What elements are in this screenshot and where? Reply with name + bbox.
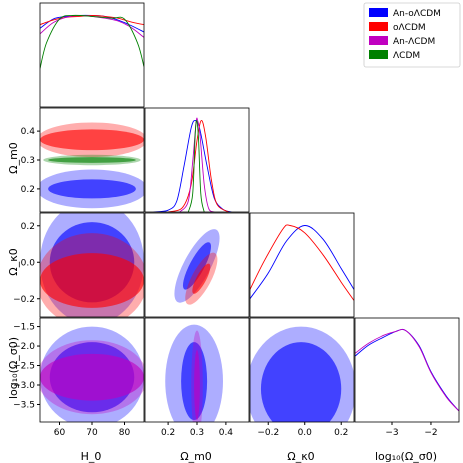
contour-group-An-oΛCDM bbox=[165, 324, 223, 422]
y-tick-label: −2.5 bbox=[13, 362, 35, 372]
xlabel-omega-k0: Ω_κ0 bbox=[287, 450, 314, 463]
marginal-curve-H0 bbox=[40, 15, 144, 38]
legend-swatch-lcdm bbox=[369, 50, 388, 59]
x-tick-label: −2 bbox=[424, 428, 437, 438]
panel-frame bbox=[39, 2, 145, 108]
legend-label-an-olcdm: An-oΛCDM bbox=[393, 9, 441, 19]
y-tick-label: 0.2 bbox=[21, 185, 35, 195]
x-tick-label: −3 bbox=[385, 428, 398, 438]
y-tick-label: 0.3 bbox=[21, 156, 35, 166]
panel-frame bbox=[354, 317, 460, 423]
marginal-curve-Om bbox=[179, 117, 215, 212]
panel-frame bbox=[39, 212, 145, 318]
marginal-group bbox=[250, 224, 354, 301]
x-tick-label: 80 bbox=[119, 428, 131, 438]
marginal-group bbox=[167, 120, 230, 212]
legend-swatch-an-olcdm bbox=[369, 8, 388, 17]
x-tick-label: 70 bbox=[86, 428, 98, 438]
contour-group-An-oΛCDM bbox=[250, 326, 354, 422]
xlabel-omega-m0: Ω_m0 bbox=[180, 450, 212, 463]
tick-marks: 60 70 80 0.2 0.3 0.4 −0.2 0.0 0.2 −3 −2 0.2 0.3 0.4 −0… bbox=[13, 127, 437, 438]
contour-inner-H0-Om bbox=[48, 157, 136, 163]
marginal-curve-Ok bbox=[250, 225, 354, 299]
xlabel-log-omega-sigma0: log₁₀(Ω_σ0) bbox=[375, 450, 437, 463]
marginal-curve-Om bbox=[187, 120, 205, 212]
contour-inner-H0-Om bbox=[40, 129, 144, 151]
y-tick-label: −3.5 bbox=[13, 400, 35, 410]
legend-swatch-an-lcdm bbox=[369, 36, 388, 45]
contour-inner-Om-Ok bbox=[192, 263, 211, 294]
y-tick-label: −2.0 bbox=[13, 342, 35, 352]
contour-inner-Om-lg bbox=[181, 342, 208, 421]
y-tick-label: 0.2 bbox=[21, 222, 35, 232]
marginal-group bbox=[40, 15, 144, 26]
panel-frame bbox=[249, 212, 355, 318]
contour-group-An-oΛCDM bbox=[174, 229, 220, 303]
contour-group-An-ΛCDM bbox=[40, 340, 144, 415]
marginal-curve-Ok bbox=[250, 224, 354, 301]
marginal-curve-H0 bbox=[40, 15, 144, 26]
y-tick-label: −1.5 bbox=[13, 323, 35, 333]
marginal-group bbox=[187, 120, 205, 212]
contour-inner-H0-lg bbox=[40, 353, 144, 401]
contour-inner-H0-Om bbox=[48, 179, 136, 199]
y-tick-label: 0.0 bbox=[21, 258, 36, 268]
x-tick-label: 0.4 bbox=[219, 428, 234, 438]
marginal-group bbox=[40, 14, 144, 69]
contour-inner-Om-lg bbox=[194, 349, 200, 421]
ylabel-omega-k0: Ω_κ0 bbox=[7, 248, 20, 275]
x-tick-label: −0.2 bbox=[257, 428, 279, 438]
y-tick-label: −3.0 bbox=[13, 381, 35, 391]
legend-label-lcdm: ΛCDM bbox=[393, 51, 420, 61]
panel-frame bbox=[144, 212, 250, 318]
contour-inner-Om-Ok bbox=[182, 242, 212, 290]
panel-frame bbox=[144, 107, 250, 213]
contour-group-ΛCDM bbox=[43, 154, 141, 166]
contour-group-An-oΛCDM bbox=[40, 169, 144, 209]
y-tick-label: −0.2 bbox=[13, 295, 35, 305]
contour-inner-Ok-lg bbox=[260, 342, 342, 422]
marginal-curves bbox=[40, 14, 459, 412]
y-tick-label: 0.4 bbox=[21, 127, 36, 137]
legend-label-olcdm: oΛCDM bbox=[393, 23, 426, 33]
marginal-group bbox=[40, 15, 144, 38]
contour-group-An-ΛCDM bbox=[191, 330, 203, 422]
legend-label-an-lcdm: An-ΛCDM bbox=[393, 37, 435, 47]
x-tick-label: 60 bbox=[54, 428, 66, 438]
contour-fills bbox=[40, 122, 354, 422]
marginal-curve-Om bbox=[167, 120, 230, 212]
marginal-group bbox=[179, 117, 215, 212]
legend-swatch-olcdm bbox=[369, 22, 388, 31]
contour-inner-H0-Ok bbox=[40, 253, 144, 308]
marginal-group bbox=[250, 225, 354, 299]
contour-group-oΛCDM bbox=[40, 122, 144, 158]
legend: An-oΛCDM oΛCDM An-ΛCDM ΛCDM bbox=[363, 2, 461, 68]
ylabel-omega-m0: Ω_m0 bbox=[7, 142, 20, 174]
marginal-curve-lg bbox=[355, 328, 459, 412]
x-tick-label: 0.2 bbox=[161, 428, 175, 438]
x-tick-label: 0.2 bbox=[334, 428, 348, 438]
marginal-curve-H0 bbox=[40, 14, 144, 69]
contour-group-oΛCDM bbox=[185, 252, 218, 305]
axes-frames bbox=[39, 2, 460, 423]
ylabel-log-omega-sigma0: log₁₀(Ω_σ0) bbox=[7, 337, 20, 399]
panel-frame bbox=[249, 317, 355, 423]
marginal-group bbox=[355, 328, 459, 412]
xlabel-h0: H_0 bbox=[81, 450, 102, 463]
x-tick-label: 0.3 bbox=[190, 428, 204, 438]
x-tick-label: 0.0 bbox=[298, 428, 313, 438]
contour-group-oΛCDM bbox=[40, 233, 144, 317]
